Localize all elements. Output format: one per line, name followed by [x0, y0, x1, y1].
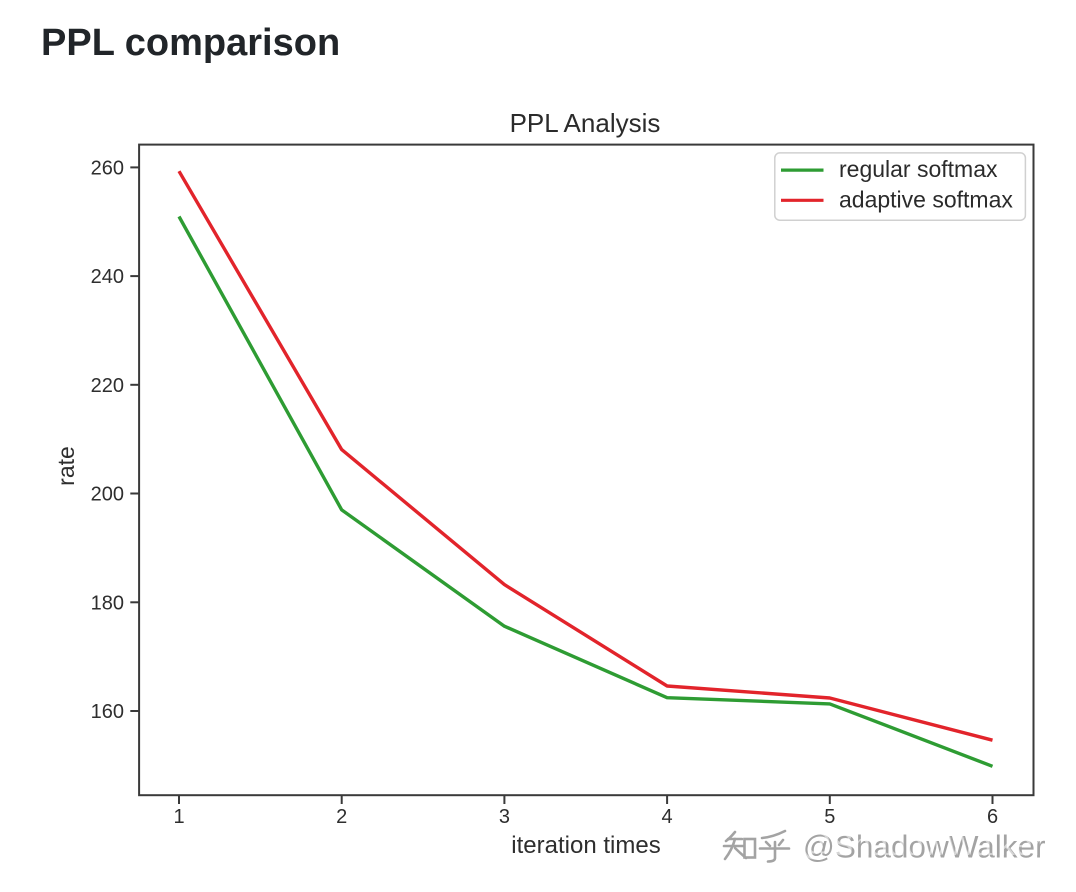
svg-text:2: 2 [336, 806, 347, 828]
svg-text:PPL Analysis: PPL Analysis [510, 108, 661, 138]
svg-text:6: 6 [987, 806, 998, 828]
svg-text:240: 240 [91, 266, 124, 288]
svg-text:180: 180 [91, 592, 124, 614]
svg-text:rate: rate [53, 446, 79, 486]
svg-text:adaptive softmax: adaptive softmax [839, 186, 1013, 212]
svg-text:220: 220 [91, 375, 124, 397]
svg-text:PPL comparison: PPL comparison [41, 22, 340, 64]
svg-text:3: 3 [499, 806, 510, 828]
svg-text:4: 4 [662, 806, 673, 828]
svg-text:regular softmax: regular softmax [839, 156, 998, 182]
svg-text:@ShadowWalker: @ShadowWalker [800, 826, 1043, 862]
svg-text:5: 5 [824, 806, 835, 828]
svg-text:260: 260 [91, 157, 124, 179]
svg-text:200: 200 [91, 484, 124, 506]
svg-text:iteration times: iteration times [511, 832, 660, 859]
svg-text:1: 1 [173, 806, 184, 828]
svg-text:@ShadowWalker: @ShadowWalker [803, 829, 1046, 865]
svg-text:160: 160 [91, 701, 124, 723]
